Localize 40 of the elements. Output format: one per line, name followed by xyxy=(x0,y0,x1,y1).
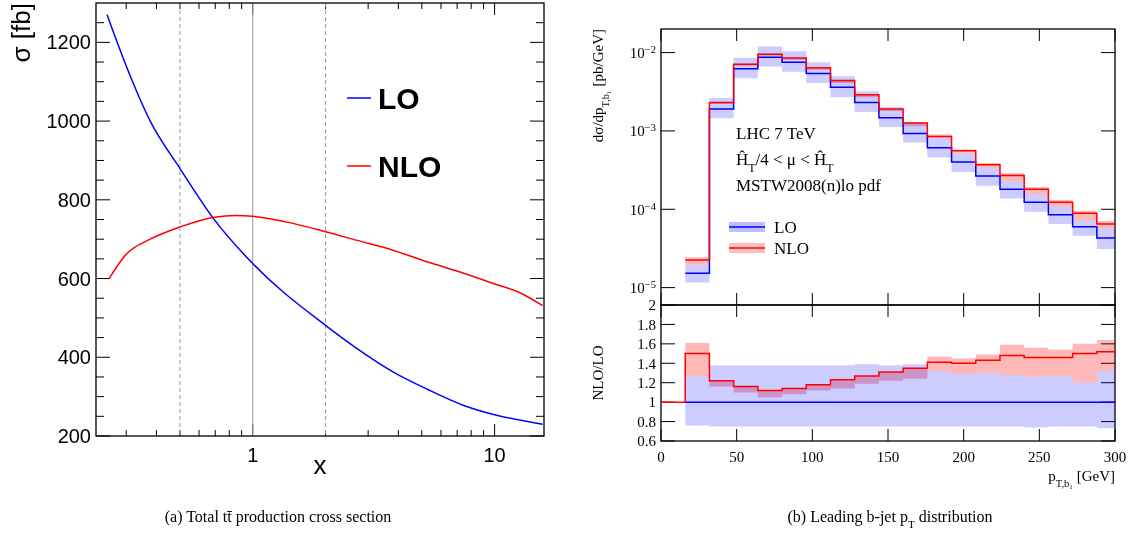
x-tick-label: 50 xyxy=(729,449,745,465)
y-tick-label: 1200 xyxy=(46,31,91,54)
x-tick-label: 1 xyxy=(247,444,259,466)
y-tick-label: 800 xyxy=(57,188,91,211)
x-axis-title: x xyxy=(313,450,327,480)
y-tick-label: 1 xyxy=(648,394,656,411)
annotation: Ĥ$_{T}$/4 < μ < Ĥ$_{T}$ xyxy=(736,150,835,175)
legend-label: LO xyxy=(774,217,797,237)
y-tick-label: 1.6 xyxy=(637,336,657,353)
y-tick-label: 0.8 xyxy=(637,413,656,430)
x-tick-label: 150 xyxy=(876,449,900,465)
y-tick-label: 200 xyxy=(57,425,91,447)
x-tick-label: 300 xyxy=(1103,449,1127,465)
y-tick-label: 2 xyxy=(648,297,656,314)
x-axis-title: p$_{T,b₁}$ [GeV] xyxy=(1048,468,1115,489)
text: (b) Leading b-jet p$_{T}$ distribution xyxy=(787,508,993,530)
x-tick-label: 100 xyxy=(801,449,824,465)
annotation: LHC 7 TeV xyxy=(736,124,817,143)
y-tick-label: 400 xyxy=(57,346,91,369)
legend-label: NLO xyxy=(378,149,442,183)
y-tick-label: 10$^{−5}$ xyxy=(629,278,656,296)
legend-label: NLO xyxy=(774,238,809,258)
x-tick-label: 10 xyxy=(483,444,506,466)
y-tick-label: 1.4 xyxy=(637,355,657,372)
y-tick-label: 600 xyxy=(57,267,91,290)
y-axis-title: NLO/LO xyxy=(590,345,606,401)
y-tick-label: 1000 xyxy=(46,110,91,133)
legend-label: LO xyxy=(378,81,420,115)
x-tick-label: 200 xyxy=(952,449,975,465)
annotation: MSTW2008(n)lo pdf xyxy=(736,176,882,195)
y-axis-title: σ [fb] xyxy=(6,3,36,63)
text: (a) Total tt̄ production cross section xyxy=(164,508,392,526)
y-tick-label: 10$^{−3}$ xyxy=(629,121,656,140)
y-tick-label: 0.6 xyxy=(637,433,657,450)
x-tick-label: 0 xyxy=(657,449,665,465)
y-tick-label: 10$^{−2}$ xyxy=(629,43,656,61)
y-tick-label: 1.2 xyxy=(637,374,656,391)
y-tick-label: 1.8 xyxy=(637,316,656,333)
y-tick-label: 10$^{−4}$ xyxy=(629,200,657,218)
x-tick-label: 250 xyxy=(1028,449,1051,465)
